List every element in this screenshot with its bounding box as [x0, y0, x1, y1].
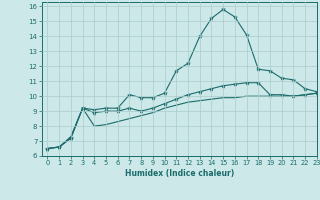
X-axis label: Humidex (Indice chaleur): Humidex (Indice chaleur)	[124, 169, 234, 178]
